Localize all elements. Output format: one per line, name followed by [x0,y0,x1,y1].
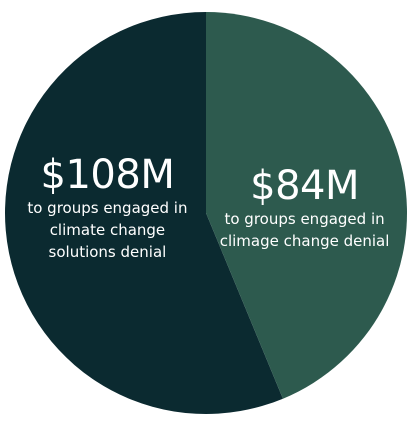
pie-slice [206,12,408,399]
slice-label: $84M to groups engaged in climage change … [215,164,395,252]
slice-label: $108M to groups engaged in climate change… [17,153,197,263]
value-label: $108M [40,152,175,198]
value-label: $84M [250,163,359,209]
category-label: to groups engaged in climage change deni… [219,210,390,250]
category-label: to groups engaged in climate change solu… [27,199,188,261]
pie-slice [5,12,283,414]
